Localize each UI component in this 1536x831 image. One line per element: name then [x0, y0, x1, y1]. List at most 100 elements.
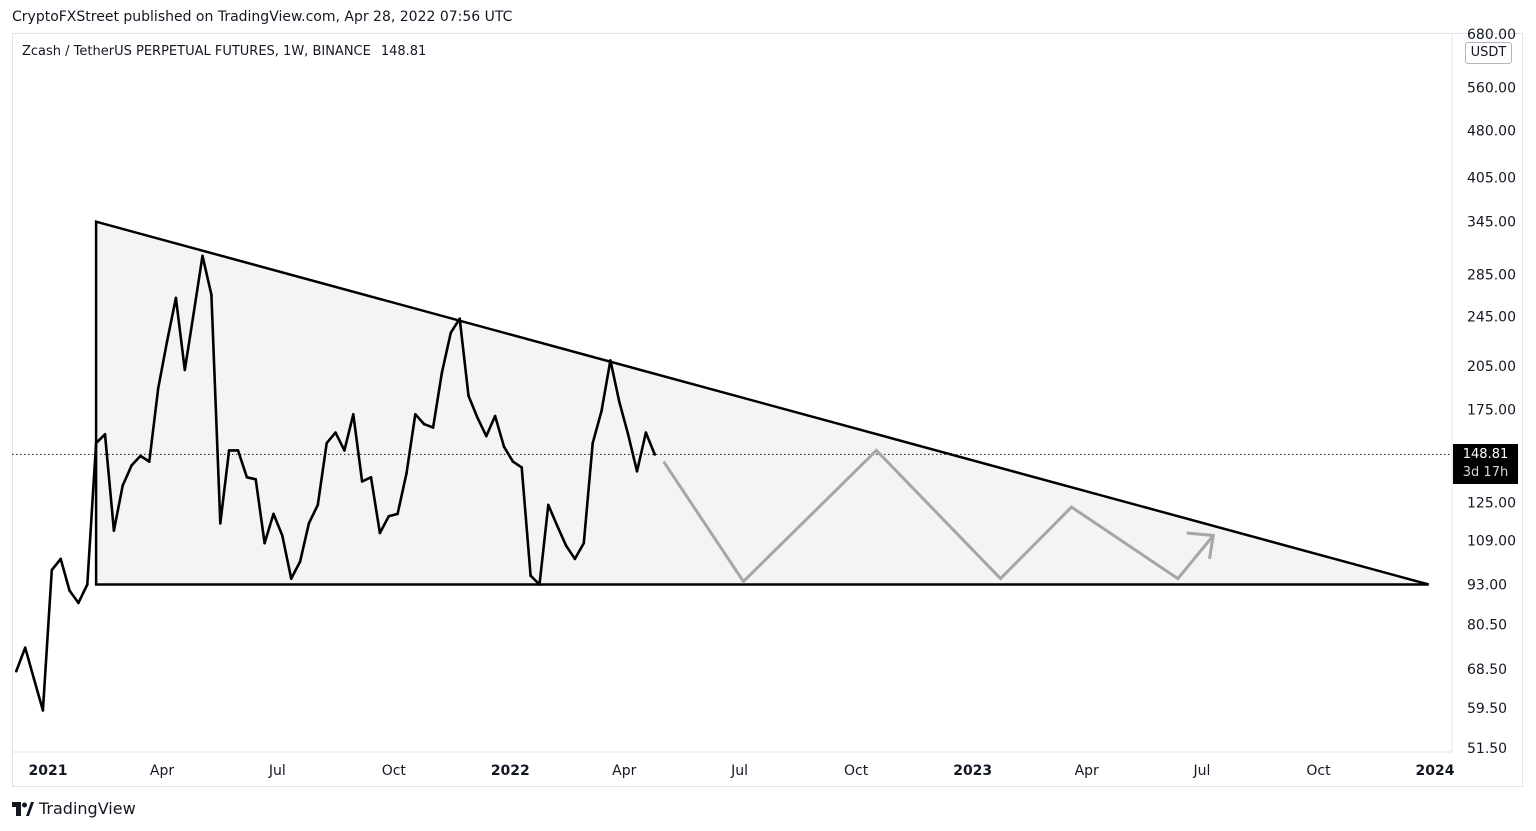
price-point	[573, 557, 577, 561]
price-point	[165, 339, 169, 343]
price-point	[227, 449, 231, 452]
price-tick-label: 59.50	[1467, 701, 1507, 717]
currency-selector[interactable]: USDT	[1465, 42, 1512, 64]
price-tick-label: 80.50	[1467, 617, 1507, 633]
price-tick-label: 285.00	[1467, 268, 1516, 284]
last-price-value: 148.81	[1462, 447, 1509, 462]
price-point	[210, 293, 213, 297]
price-point	[41, 709, 45, 712]
price-point	[653, 453, 656, 456]
price-tick-label: 175.00	[1467, 403, 1516, 419]
price-point	[564, 544, 568, 547]
price-point	[156, 387, 160, 390]
price-tick-label: 51.50	[1467, 741, 1507, 757]
time-tick-label: Apr	[612, 763, 636, 779]
price-point	[272, 512, 275, 516]
brand-name: TradingView	[39, 799, 136, 818]
price-point	[23, 646, 27, 649]
price-point	[236, 449, 240, 452]
price-point	[467, 394, 470, 398]
price-point	[493, 414, 497, 418]
price-point	[121, 484, 124, 487]
price-point	[343, 449, 346, 452]
price-tick-label: 125.00	[1467, 496, 1516, 512]
price-point	[263, 541, 266, 545]
price-axis: 680.00 560.00 480.00 405.00 345.00 285.00 245.…	[1467, 27, 1516, 757]
price-point	[281, 534, 284, 537]
price-point	[94, 441, 98, 445]
time-tick-label: Jul	[730, 763, 748, 779]
price-point	[529, 574, 532, 577]
price-tick-label: 68.50	[1467, 662, 1507, 678]
price-point	[14, 669, 18, 673]
price-point	[325, 441, 329, 445]
price-point	[458, 317, 462, 321]
price-point	[139, 454, 142, 458]
time-axis: 2021 Apr Jul Oct 2022 Apr Jul Oct 2023 Apr Jul Oct 2…	[29, 763, 1455, 779]
price-point	[334, 431, 337, 434]
tradingview-brand[interactable]: TradingView	[12, 799, 136, 818]
price-tick-label: 109.00	[1467, 534, 1516, 550]
price-tick-label: 205.00	[1467, 359, 1516, 375]
price-point	[103, 433, 107, 436]
time-tick-label: Jul	[1192, 763, 1210, 779]
price-point	[174, 296, 178, 300]
price-tick-label: 560.00	[1467, 81, 1516, 97]
time-tick-label: Oct	[844, 763, 869, 779]
price-point	[449, 331, 453, 335]
price-point	[485, 434, 488, 438]
price-point	[476, 416, 479, 419]
triangle-shape	[94, 220, 1430, 586]
price-point	[609, 359, 612, 362]
price-tick-label: 405.00	[1467, 170, 1516, 186]
price-point	[538, 583, 541, 586]
time-tick-label: Jul	[268, 763, 286, 779]
price-point	[369, 476, 373, 479]
price-point	[59, 557, 62, 561]
price-point	[555, 524, 559, 527]
price-point	[245, 476, 249, 479]
price-point	[254, 478, 257, 481]
price-point	[502, 445, 506, 449]
price-point	[289, 577, 293, 580]
symbol-last-price: 148.81	[380, 44, 427, 59]
price-tick-label: 680.00	[1467, 27, 1516, 43]
price-point	[183, 368, 187, 372]
price-point	[86, 583, 89, 586]
time-tick-label: Apr	[150, 763, 174, 779]
price-point	[405, 472, 408, 475]
price-point	[396, 512, 399, 516]
price-point	[626, 433, 630, 436]
chart-frame[interactable]	[12, 33, 1523, 787]
time-tick-label: Apr	[1075, 763, 1099, 779]
price-tick-label: 245.00	[1467, 310, 1516, 326]
price-point	[112, 529, 116, 532]
price-point	[130, 464, 133, 467]
price-point	[307, 522, 311, 525]
price-point	[440, 371, 444, 374]
price-point	[600, 409, 603, 413]
price-tick-label: 345.00	[1467, 215, 1516, 231]
projection-arrow-head	[1186, 531, 1216, 560]
projection-path	[662, 448, 1216, 584]
price-point	[547, 503, 550, 507]
price-point	[511, 460, 515, 463]
price-series	[14, 254, 656, 712]
price-point	[387, 515, 391, 518]
price-point	[32, 678, 36, 681]
price-point	[298, 560, 302, 563]
price-point	[644, 431, 648, 434]
tradingview-logo-icon	[12, 801, 34, 816]
price-point	[192, 311, 195, 315]
bar-countdown: 3d 17h	[1462, 465, 1509, 480]
chart-grid	[12, 34, 1453, 753]
time-tick-label: 2023	[953, 763, 992, 779]
price-point	[582, 541, 586, 545]
price-point	[618, 400, 621, 404]
price-tick-label: 93.00	[1467, 578, 1507, 594]
time-tick-label: Oct	[1306, 763, 1331, 779]
projection-zigzag	[662, 448, 1215, 584]
price-point	[219, 522, 222, 525]
symbol-description: Zcash / TetherUS PERPETUAL FUTURES, 1W, …	[22, 44, 371, 59]
